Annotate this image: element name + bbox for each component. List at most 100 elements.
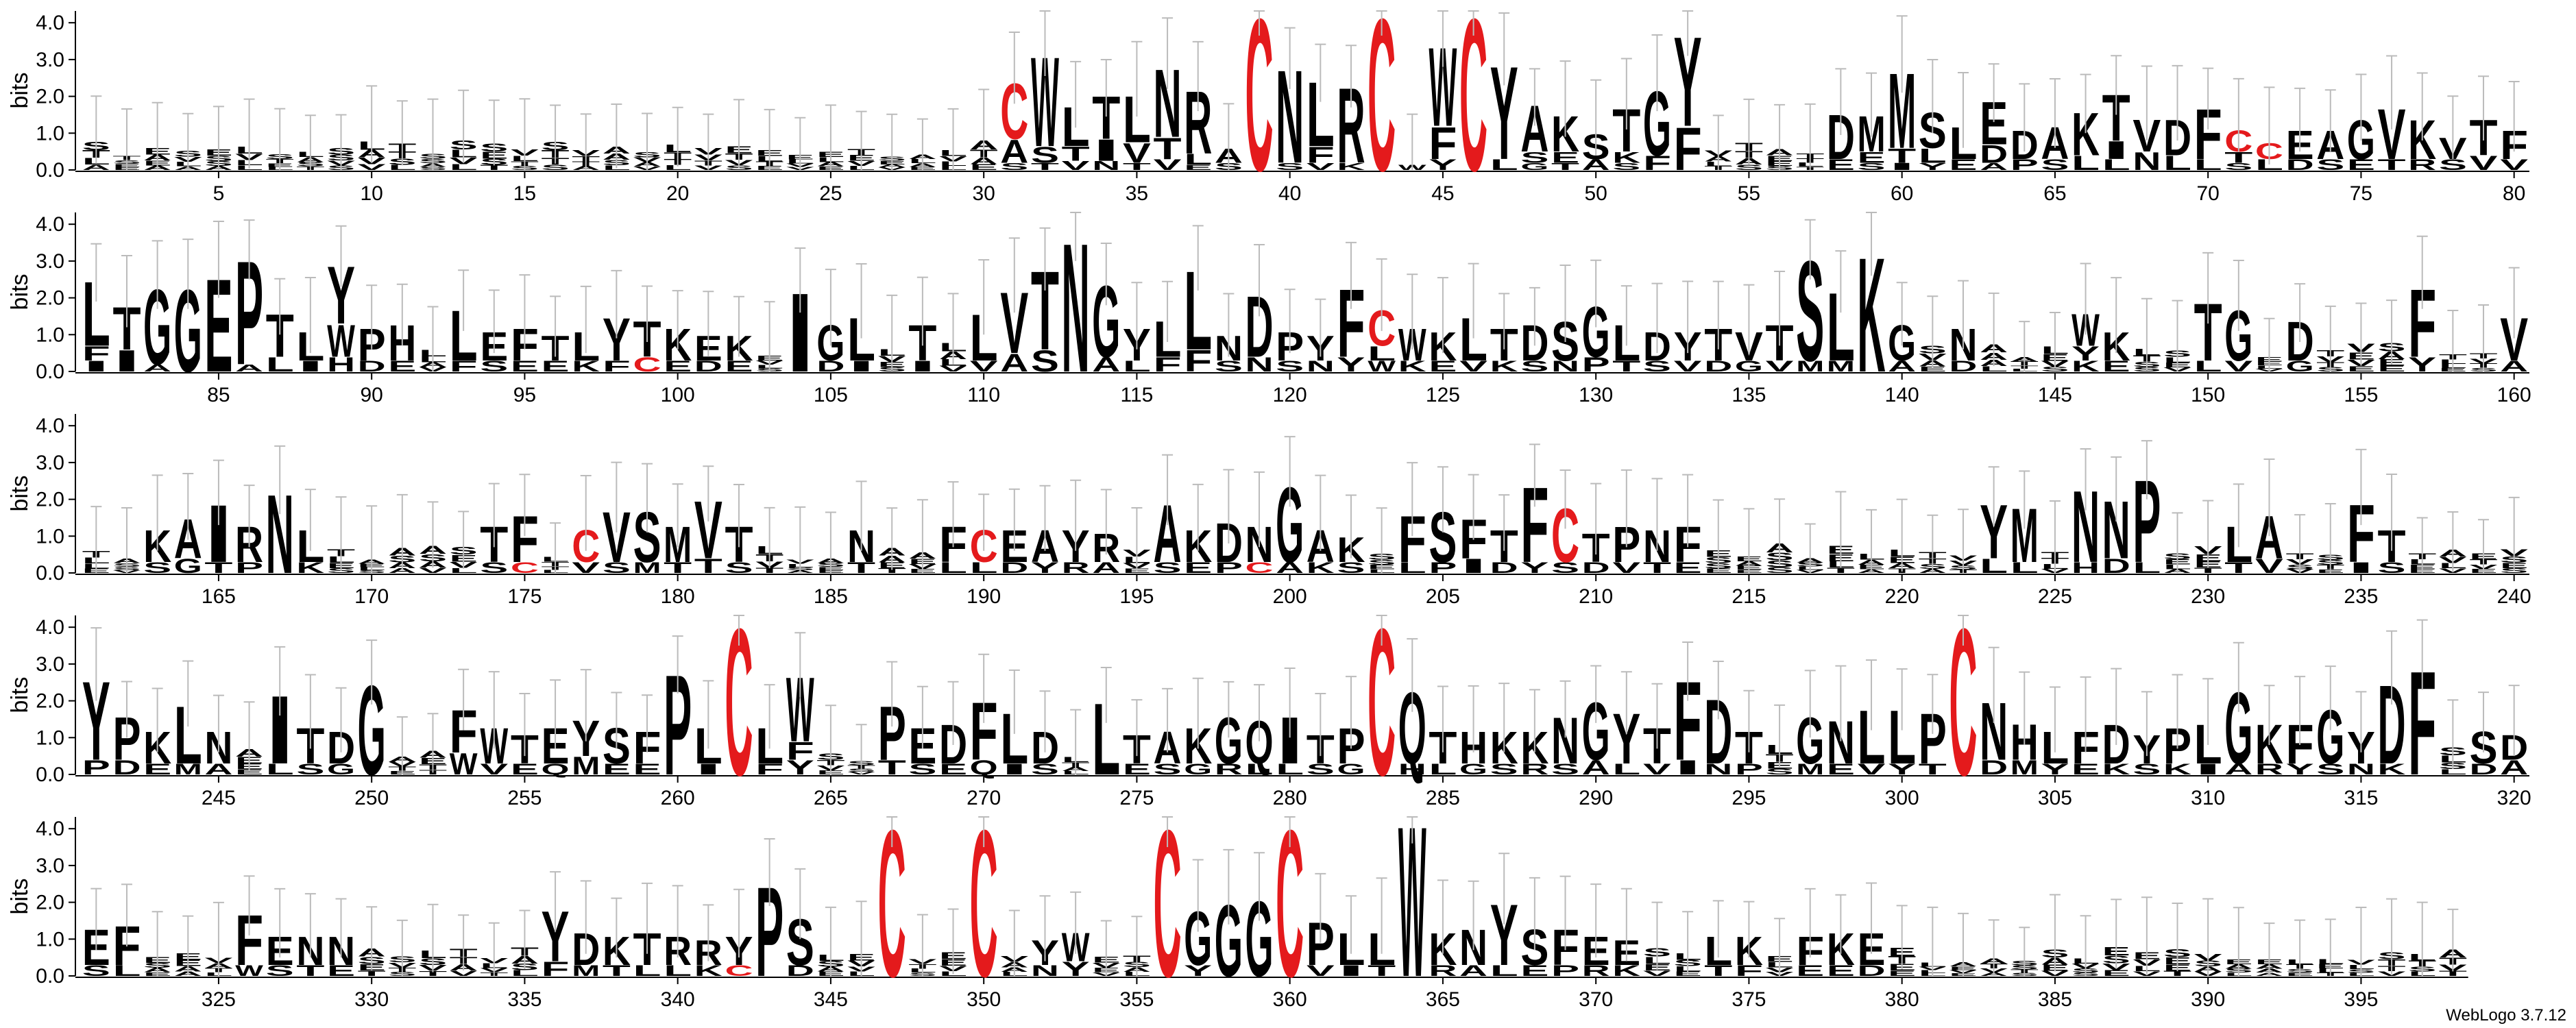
logo-column-74: SA xyxy=(2316,89,2344,173)
residue-A: A xyxy=(2500,358,2528,375)
logo-column-315: NY xyxy=(2347,691,2375,778)
logo-column-131: TL xyxy=(1612,285,1641,375)
logo-column-273: LATL xyxy=(1062,709,1090,776)
y-axis-label: bits xyxy=(7,879,33,915)
logo-column-277: GK xyxy=(1184,677,1212,778)
logo-column-106: IL xyxy=(847,262,875,375)
logo-column-153: GD xyxy=(2286,283,2314,375)
x-tick-label: 340 xyxy=(661,988,695,1011)
logo-column-285: LT xyxy=(1429,685,1457,778)
logo-column-362: IL xyxy=(1337,895,1365,979)
x-tick-label: 120 xyxy=(1273,384,1307,406)
logo-column-297: MG xyxy=(1796,670,1824,778)
residue-T: T xyxy=(847,559,876,576)
y-tick-label: 0.0 xyxy=(36,562,64,585)
logo-column-65: SA xyxy=(2041,77,2069,173)
x-tick-label: 225 xyxy=(2038,585,2072,608)
residue-S: S xyxy=(82,962,110,979)
residue-V: V xyxy=(1307,161,1335,172)
logo-column-372: VELS xyxy=(1643,901,1672,978)
logo-column-190: LC xyxy=(970,493,998,576)
logo-column-361: VP xyxy=(1307,872,1335,979)
logo-column-302: C xyxy=(1949,585,1977,819)
logo-column-279: LQ xyxy=(1245,684,1274,778)
x-tick-label: 35 xyxy=(1126,182,1148,205)
y-tick-label: 2.0 xyxy=(36,489,64,511)
residue-V: V xyxy=(1766,358,1794,375)
residue-L: L xyxy=(1398,559,1426,576)
residue-G: G xyxy=(1459,761,1487,778)
logo-column-235: IF xyxy=(2347,448,2375,580)
logo-row-3: bits0.01.02.03.04.0ELLTVSSASKGATIPRNKLSE… xyxy=(7,414,2531,608)
logo-column-137: MS xyxy=(1796,219,1824,391)
logo-row-5: bits0.01.02.03.04.0SELFEASEAAEELTAVWFSET… xyxy=(7,783,2468,1022)
residue-V: V xyxy=(572,559,600,576)
residue-I: I xyxy=(2194,761,2222,778)
residue-G: G xyxy=(1337,761,1365,778)
x-tick-label: 200 xyxy=(1273,585,1307,608)
logo-column-275: ET xyxy=(1123,699,1151,778)
logo-column-40: SN xyxy=(1276,27,1304,191)
logo-column-371: KE xyxy=(1612,888,1640,979)
y-tick-label: 2.0 xyxy=(36,690,64,713)
residue-S: S xyxy=(1276,358,1304,375)
residue-L: L xyxy=(266,761,294,778)
logo-column-16: STTS xyxy=(542,104,570,172)
logo-column-346: LVVE xyxy=(847,901,876,977)
residue-S: S xyxy=(2041,156,2069,173)
logo-column-213: EF xyxy=(1674,474,1702,576)
residue-S: S xyxy=(1766,566,1794,575)
logo-column-176: LTTL xyxy=(542,522,570,574)
x-tick-label: 365 xyxy=(1426,988,1460,1011)
residue-C: C xyxy=(1245,0,1273,217)
residue-S: S xyxy=(1337,559,1365,576)
logo-column-37: ELR xyxy=(1184,40,1212,173)
residue-K: K xyxy=(296,559,324,576)
x-tick-label: 130 xyxy=(1579,384,1613,406)
residue-A: A xyxy=(1582,756,1610,779)
logo-column-127: KT xyxy=(1490,293,1518,375)
residue-P: P xyxy=(1215,559,1243,576)
logo-row-1: bits0.01.02.03.04.0ALTSEESTAEAEALVSASSEL… xyxy=(7,0,2529,217)
residue-M: M xyxy=(1827,358,1855,375)
logo-column-249: GD xyxy=(327,687,355,778)
logo-column-118: SN xyxy=(1215,293,1243,375)
residue-E: E xyxy=(143,761,171,778)
residue-N: N xyxy=(2347,761,2375,778)
residue-T: T xyxy=(878,567,906,574)
residue-M: M xyxy=(633,559,661,576)
logo-column-259: EF xyxy=(633,694,661,778)
residue-I: I xyxy=(1000,761,1028,778)
logo-column-263: FL xyxy=(755,684,783,778)
logo-column-238: VLVA xyxy=(2439,511,2467,574)
logo-column-247: LI xyxy=(266,646,294,784)
x-tick-label: 5 xyxy=(213,182,225,205)
logo-column-203: LESS xyxy=(1368,507,1396,574)
logo-column-152: VLEE xyxy=(2255,317,2283,372)
logo-column-370: RE xyxy=(1582,883,1610,979)
residue-N: N xyxy=(1704,761,1732,778)
residue-E: E xyxy=(235,768,263,776)
logo-column-139: K xyxy=(1857,212,1886,406)
residue-F: F xyxy=(1643,152,1671,175)
logo-column-39: C xyxy=(1245,0,1273,217)
residue-E: E xyxy=(1674,559,1702,576)
residue-I: I xyxy=(1092,133,1120,167)
logo-column-143: LAAA xyxy=(1980,292,2008,374)
residue-M: M xyxy=(572,752,600,781)
residue-E: E xyxy=(2347,156,2375,173)
logo-column-126: VL xyxy=(1459,262,1487,375)
y-tick-label: 0.0 xyxy=(36,360,64,383)
residue-D: D xyxy=(2102,554,2130,578)
logo-column-360: C xyxy=(1276,786,1304,1020)
x-tick-label: 45 xyxy=(1431,182,1454,205)
logo-column-141: EAVS xyxy=(1919,295,1947,373)
logo-column-112: ST xyxy=(1031,227,1059,378)
logo-column-391: LSAE xyxy=(2224,907,2252,977)
x-tick-label: 20 xyxy=(666,182,689,205)
logo-column-288: RK xyxy=(1520,689,1548,778)
logo-column-215: EEAE xyxy=(1735,508,1763,574)
logo-column-209: SC xyxy=(1551,469,1579,578)
